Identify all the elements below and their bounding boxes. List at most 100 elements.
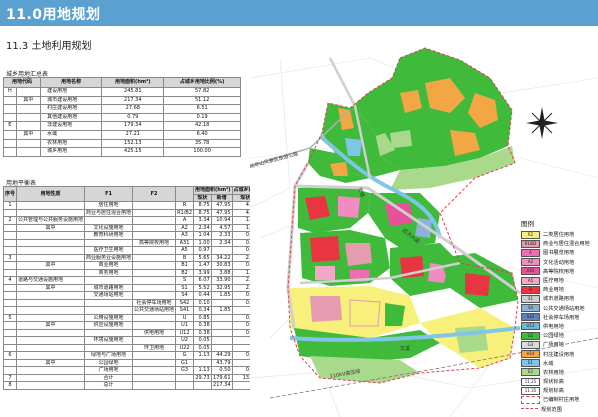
landuse-cell: A bbox=[175, 216, 195, 225]
landuse-cell: 交通场站用地 bbox=[84, 291, 134, 300]
legend-item: 规划范围 bbox=[521, 405, 597, 414]
landuse-cell: G1 bbox=[175, 358, 195, 367]
legend-item: G3 广场用地 bbox=[521, 340, 597, 349]
landuse-cell: 2.34 bbox=[193, 223, 212, 232]
landuse-cell: 0.05 bbox=[193, 343, 212, 352]
header-name: 用地名称 bbox=[40, 77, 103, 88]
summary-cell: 100.00 bbox=[163, 147, 241, 157]
landuse-cell: 0.85 bbox=[193, 313, 212, 322]
landuse-row: 环境设施用地 U2 0.05 bbox=[2, 336, 291, 345]
landuse-cell bbox=[2, 298, 18, 307]
summary-cell bbox=[3, 104, 17, 114]
landuse-cell: 供应设施用地 bbox=[84, 321, 134, 330]
summary-row: 农林用地 152.13 35.78 bbox=[3, 138, 241, 149]
summary-cell: 建设用地 bbox=[40, 87, 103, 97]
landuse-cell: 合计 bbox=[84, 373, 134, 382]
landuse-cell: 10.94 bbox=[210, 216, 233, 225]
landuse-cell: 4.57 bbox=[210, 223, 233, 232]
landuse-cell bbox=[16, 298, 86, 307]
legend-item: S4 公共交通场站用地 bbox=[521, 304, 597, 313]
landuse-cell: S1 bbox=[175, 283, 195, 292]
landuse-cell bbox=[193, 358, 212, 367]
legend-item: R2 二类居住用地 bbox=[521, 230, 597, 239]
landuse-cell bbox=[2, 358, 18, 367]
landuse-cell: 其中 bbox=[16, 223, 86, 232]
legend-label: 广场用地 bbox=[543, 342, 564, 349]
landuse-table-caption: 用地平衡表 bbox=[6, 180, 37, 187]
summary-cell bbox=[3, 129, 17, 140]
road-label-branch: 支路 bbox=[356, 186, 366, 198]
legend-swatch: B bbox=[521, 285, 540, 294]
legend-swatch: A2 bbox=[521, 258, 540, 267]
header-ratio: 占城乡用地比例(%) bbox=[163, 77, 241, 88]
landuse-cell bbox=[16, 366, 86, 375]
landuse-cell: 总计 bbox=[84, 381, 134, 390]
summary-cell: 其中 bbox=[15, 129, 42, 140]
legend-item: E1 水域 bbox=[521, 359, 597, 368]
page-title: 11.0用地规划 bbox=[6, 7, 101, 23]
landuse-cell bbox=[16, 201, 86, 210]
landuse-cell bbox=[132, 231, 177, 240]
landuse-cell: 0.97 bbox=[193, 246, 212, 255]
landuse-cell: 30.83 bbox=[210, 261, 233, 270]
landuse-cell bbox=[16, 238, 86, 247]
landuse-cell: U22 bbox=[175, 343, 195, 352]
landuse-cell bbox=[132, 336, 177, 345]
summary-cell: 51.12 bbox=[163, 95, 241, 106]
header-area: 用地面积(hm²) bbox=[101, 77, 165, 88]
landuse-cell bbox=[16, 253, 86, 262]
landuse-cell bbox=[2, 246, 18, 255]
landuse-cell bbox=[175, 381, 195, 390]
summary-cell: 0.19 bbox=[163, 112, 241, 123]
landuse-cell: R bbox=[175, 201, 195, 210]
landuse-cell: A31 bbox=[175, 238, 195, 247]
landuse-cell: 7 bbox=[2, 373, 18, 382]
landuse-cell bbox=[84, 216, 134, 225]
landuse-cell bbox=[132, 283, 177, 292]
summary-row: 其中 城市建设用地 217.34 51.12 bbox=[3, 95, 241, 106]
landuse-cell: 商业与居住混合用地 bbox=[84, 208, 134, 217]
summary-cell: 245.81 bbox=[101, 87, 165, 97]
landuse-cell bbox=[175, 373, 195, 382]
landuse-cell bbox=[2, 268, 18, 277]
landuse-cell: 医疗卫生用地 bbox=[84, 246, 134, 255]
landuse-cell: 广场用地 bbox=[84, 366, 134, 375]
landuse-cell: 0.38 bbox=[193, 321, 212, 330]
legend-swatch: 11.25 bbox=[521, 377, 540, 386]
landuse-cell: 0.34 bbox=[193, 306, 212, 315]
legend-label: 商业与居住混合用地 bbox=[543, 241, 590, 248]
landuse-cell: U1 bbox=[175, 321, 195, 330]
landuse-cell: 2.33 bbox=[210, 231, 233, 240]
legend-item: A2 文化活动用地 bbox=[521, 258, 597, 267]
landuse-cell bbox=[2, 283, 18, 292]
landuse-cell: 1 bbox=[2, 201, 18, 210]
landuse-cell: 环卫用地 bbox=[132, 343, 177, 352]
landuse-cell: 0.38 bbox=[193, 328, 212, 337]
legend-label: 公共交通场站用地 bbox=[543, 305, 585, 312]
landuse-cell bbox=[16, 246, 86, 255]
landuse-cell bbox=[16, 231, 86, 240]
landuse-cell: 3.34 bbox=[193, 216, 212, 225]
landuse-cell: 1.13 bbox=[193, 351, 212, 360]
summary-cell: 42.18 bbox=[163, 121, 241, 131]
summary-row: 村庄建设用地 27.68 6.51 bbox=[3, 104, 241, 114]
landuse-cell: 34.22 bbox=[210, 253, 233, 262]
page-header: 11.0用地规划 bbox=[0, 0, 598, 26]
header-no: 序号 bbox=[2, 186, 18, 202]
summary-row: 其中 水域 27.21 6.40 bbox=[3, 129, 241, 140]
summary-cell: 0.79 bbox=[101, 112, 165, 123]
landuse-cell: 4 bbox=[2, 276, 18, 285]
landuse-cell bbox=[193, 381, 212, 390]
landuse-cell: 供电用地 bbox=[132, 328, 177, 337]
landuse-cell: S42 bbox=[175, 298, 195, 307]
legend-item: A5 医疗用地 bbox=[521, 276, 597, 285]
